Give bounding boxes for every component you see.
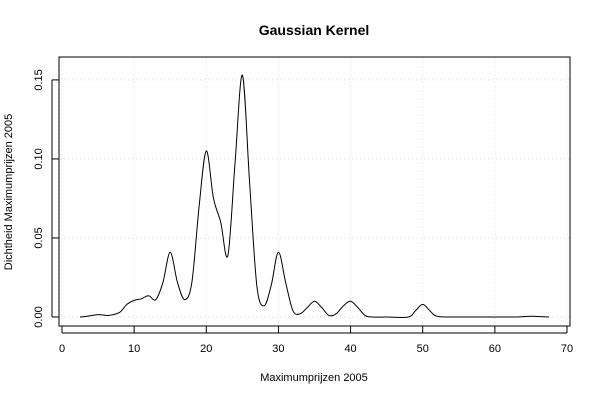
- x-tick-label: 40: [344, 343, 356, 355]
- y-tick-label: 0.05: [33, 227, 45, 248]
- grid-lines: [60, 58, 569, 325]
- y-tick-label: 0.15: [33, 69, 45, 90]
- plot-frame: [58, 56, 571, 327]
- y-axis-label: Dichtheid Maximumprijzen 2005: [3, 114, 15, 271]
- x-tick-label: 60: [489, 343, 501, 355]
- x-tick-label: 10: [128, 343, 140, 355]
- x-tick-label: 50: [417, 343, 429, 355]
- y-tick-label: 0.10: [33, 148, 45, 169]
- y-axis: 0.00 0.05 0.10 0.15: [33, 69, 59, 328]
- x-axis-label: Maximumprijzen 2005: [260, 372, 368, 384]
- x-tick-label: 0: [59, 343, 65, 355]
- y-tick-label: 0.00: [33, 306, 45, 327]
- density-curve: [79, 74, 550, 318]
- chart-title: Gaussian Kernel: [259, 22, 370, 38]
- x-tick-label: 20: [200, 343, 212, 355]
- x-tick-label: 30: [272, 343, 284, 355]
- x-axis: 0 10 20 30 40 50 60 70: [59, 326, 573, 355]
- x-tick-label: 70: [561, 343, 573, 355]
